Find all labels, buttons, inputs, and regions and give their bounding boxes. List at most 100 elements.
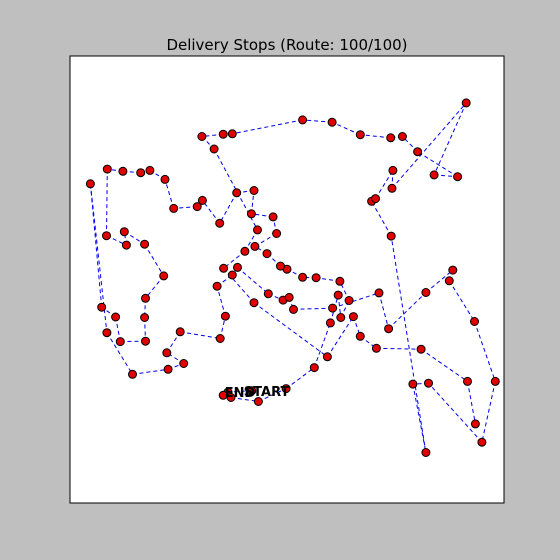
delivery-point: [136, 168, 146, 178]
route-segment: [89, 183, 108, 333]
delivery-point: [421, 288, 431, 297]
delivery-point: [159, 271, 169, 281]
route-segment: [326, 316, 354, 358]
delivery-point: [386, 231, 396, 241]
plot-area: [69, 55, 505, 504]
route-segment: [433, 102, 467, 176]
delivery-point: [335, 276, 345, 286]
delivery-point: [461, 98, 471, 108]
delivery-point: [387, 183, 397, 193]
delivery-point: [388, 165, 398, 175]
delivery-point: [115, 337, 125, 347]
route-segment: [232, 119, 303, 135]
route-segment: [164, 179, 175, 209]
delivery-point: [140, 313, 150, 322]
delivery-point: [328, 303, 338, 313]
delivery-point: [111, 312, 121, 322]
route-segment: [253, 302, 328, 358]
delivery-point: [247, 386, 257, 396]
delivery-point: [226, 393, 236, 402]
delivery-point: [463, 376, 472, 386]
delivery-point: [179, 359, 189, 368]
route-segment: [467, 381, 476, 424]
route-segment: [481, 381, 496, 443]
delivery-point: [374, 288, 384, 298]
delivery-point: [322, 352, 332, 362]
route-segment: [378, 292, 390, 329]
delivery-point: [175, 327, 185, 337]
delivery-point: [240, 246, 250, 256]
start-label: START: [244, 385, 290, 400]
delivery-point: [246, 209, 256, 219]
delivery-point: [128, 369, 137, 379]
delivery-point: [408, 379, 418, 389]
route-segment: [417, 151, 458, 178]
delivery-point: [325, 318, 335, 328]
route-segment: [132, 368, 169, 375]
delivery-point: [298, 272, 308, 282]
delivery-point: [309, 363, 319, 373]
route-labels: START END: [225, 385, 290, 401]
route-segment: [448, 280, 475, 322]
route-segment: [332, 292, 380, 309]
delivery-point: [141, 293, 150, 303]
delivery-point: [311, 273, 321, 283]
delivery-point: [145, 165, 155, 175]
delivery-point: [227, 270, 237, 280]
delivery-point: [371, 343, 381, 353]
delivery-point: [102, 328, 112, 338]
route-segment: [428, 382, 483, 443]
route-segment: [285, 367, 315, 390]
delivery-point: [355, 130, 365, 140]
delivery-point: [490, 376, 500, 386]
route-segment: [388, 292, 427, 330]
route-segment: [144, 243, 165, 277]
delivery-point: [327, 117, 337, 127]
delivery-point: [413, 147, 423, 157]
delivery-point: [85, 179, 95, 189]
delivery-point: [192, 202, 202, 212]
delivery-point: [169, 203, 179, 213]
delivery-point: [102, 164, 112, 174]
route-segment: [202, 200, 221, 224]
route-segment: [216, 286, 226, 317]
delivery-point: [97, 302, 107, 312]
route-segment: [391, 102, 467, 189]
delivery-point: [281, 384, 291, 394]
delivery-point: [421, 448, 431, 457]
delivery-point: [209, 144, 219, 154]
delivery-point: [298, 115, 308, 125]
delivery-point: [218, 129, 228, 139]
delivery-point: [249, 298, 259, 308]
delivery-point: [386, 133, 396, 143]
delivery-point: [250, 241, 260, 251]
delivery-point: [233, 262, 242, 272]
delivery-point: [453, 172, 463, 182]
delivery-point: [262, 249, 272, 259]
route-segment: [145, 275, 165, 299]
delivery-point: [220, 311, 230, 321]
delivery-point: [263, 289, 273, 299]
delivery-point: [118, 166, 128, 176]
route-segment: [106, 332, 133, 375]
delivery-point: [477, 437, 487, 447]
delivery-point: [253, 225, 262, 235]
delivery-point: [272, 229, 282, 238]
delivery-point: [197, 195, 207, 205]
delivery-points: [85, 98, 500, 457]
delivery-point: [163, 364, 173, 374]
delivery-point: [141, 336, 150, 346]
route-segment: [360, 134, 391, 139]
delivery-point: [162, 348, 172, 358]
delivery-point: [397, 132, 407, 141]
delivery-point: [140, 239, 150, 249]
route-segment: [375, 170, 394, 199]
delivery-point: [444, 276, 454, 286]
delivery-point: [227, 129, 237, 139]
route-segment: [412, 384, 427, 453]
delivery-point: [160, 174, 170, 184]
chart-title: Delivery Stops (Route: 100/100): [166, 36, 407, 54]
route-segment: [230, 397, 259, 402]
delivery-point: [424, 378, 433, 388]
route-segment: [313, 322, 331, 368]
